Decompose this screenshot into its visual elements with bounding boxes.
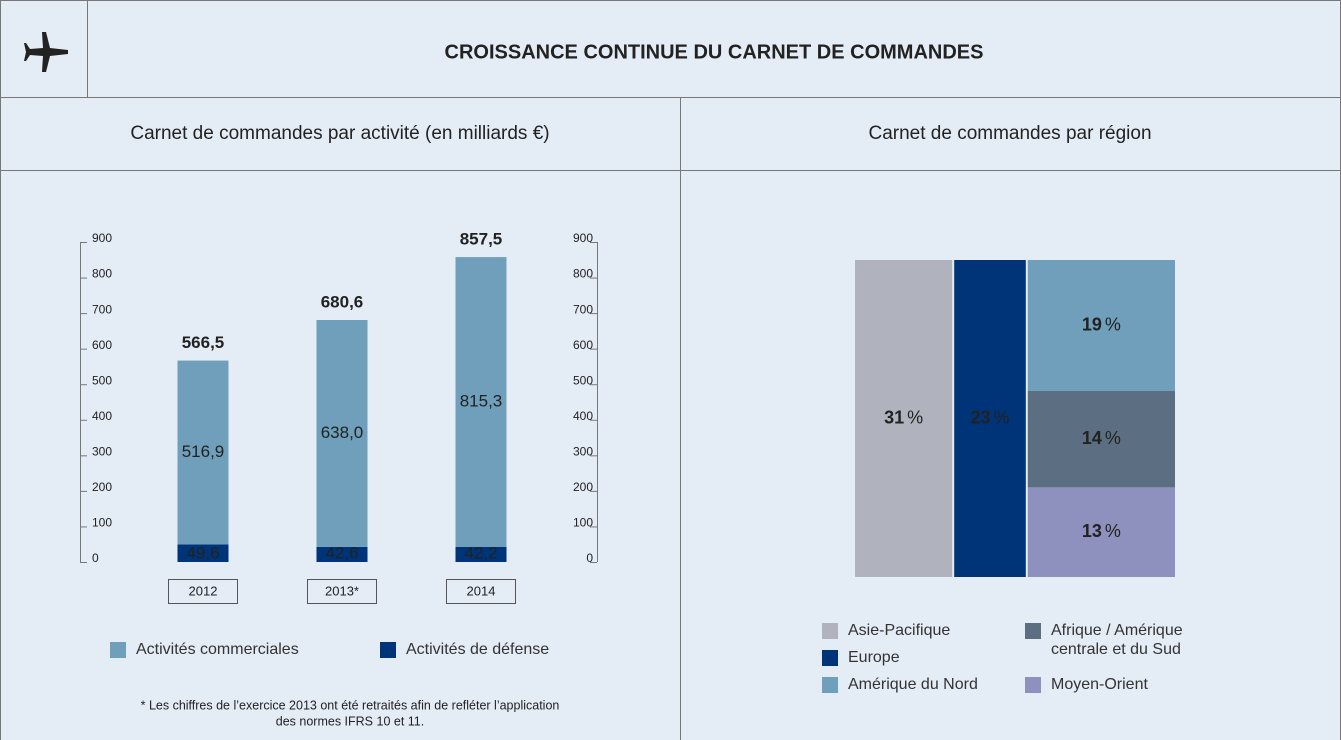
value: 23 [970,407,990,427]
bar-segment [455,257,507,547]
data-label: 815,3 [460,392,503,411]
y2-tick-label: 400 [573,409,593,423]
y-tick-label: 700 [92,302,112,316]
legend-item: Europe [822,648,1023,667]
value: 13 [1082,521,1102,541]
legend-swatch [1025,677,1041,693]
legend-label: Amérique du Nord [848,676,978,693]
legend-label: Asie-Pacifique [848,622,951,639]
chart-title: Carnet de commandes par activité (en mil… [130,123,549,144]
x-tick-label: 2012 [189,583,218,598]
total-label: 566,5 [182,333,225,352]
y2-tick-label: 0 [586,551,593,565]
category-box [168,579,238,604]
data-label: 516,9 [182,442,225,461]
data-label: 42,6 [325,543,358,562]
unit: % [1105,428,1121,448]
y2-tick-label: 100 [573,516,593,530]
y2-tick-label: 300 [573,445,593,459]
legend-item: Amérique du Nord [822,675,1023,694]
legend-label: Afrique / Amérique centrale et du Sud [1051,622,1183,658]
legend-item: Afrique / Amérique centrale et du Sud [1025,621,1226,659]
mosaic-cell [1027,487,1175,577]
value: 31 [884,407,904,427]
value: 14 [1082,428,1102,448]
y-tick-label: 600 [92,338,112,352]
y2-tick-label: 500 [573,373,593,387]
mosaic-cell [1027,390,1175,488]
y2-tick-label: 200 [573,480,593,494]
data-label: 13% [1082,521,1121,541]
data-label: 49,6 [186,543,219,562]
bar-segment [177,360,229,545]
legend-item: Asie-Pacifique [822,621,1023,640]
x-tick-label: 2014 [467,583,496,598]
y-tick-label: 500 [92,373,112,387]
mosaic-cell [1027,260,1175,391]
total-label: 857,5 [460,230,503,249]
legend-item: Moyen-Orient [1025,675,1226,694]
mosaic-cell [855,260,953,577]
y-tick-label: 0 [92,551,99,565]
data-label: 23% [970,407,1009,427]
chart-title: Carnet de commandes par région [868,123,1151,144]
legend-item: Activités de défense [380,640,581,659]
y2-tick-label: 800 [573,267,593,281]
legend-label: Activités de défense [406,641,550,658]
legend-item: Activités commerciales [110,640,311,659]
legend-label: Moyen-Orient [1051,676,1148,693]
y2-tick-label: 900 [573,231,593,245]
y-tick-label: 400 [92,409,112,423]
legend-swatch [1025,623,1041,639]
category-box [446,579,516,604]
data-label: 19% [1082,314,1121,334]
y-tick-label: 800 [92,267,112,281]
footnote: des normes IFRS 10 et 11. [276,714,424,728]
footnote: * Les chiffres de l’exercice 2013 ont ét… [141,698,560,712]
bar-segment [177,544,229,562]
legend-swatch [110,642,126,658]
plane-icon [24,32,68,72]
y2-tick-label: 700 [573,302,593,316]
bar-segment [316,320,368,547]
value: 19 [1082,314,1102,334]
unit: % [1105,521,1121,541]
y-tick-label: 100 [92,516,112,530]
bar-segment [316,546,368,562]
legend-swatch [822,623,838,639]
y-tick-label: 300 [92,445,112,459]
page-title: CROISSANCE CONTINUE DU CARNET DE COMMAND… [445,41,984,63]
data-label: 638,0 [321,423,364,442]
data-label: 14% [1082,428,1121,448]
x-tick-label: 2013* [325,583,359,598]
y2-tick-label: 600 [573,338,593,352]
category-box [307,579,377,604]
data-label: 42,2 [464,543,497,562]
mosaic-cell [954,260,1026,577]
legend-swatch [822,650,838,666]
y-tick-label: 900 [92,231,112,245]
total-label: 680,6 [321,292,364,311]
legend-label: Activités commerciales [136,641,299,658]
unit: % [1105,314,1121,334]
data-label: 31% [884,407,923,427]
bar-segment [455,546,507,562]
legend-swatch [822,677,838,693]
unit: % [907,407,923,427]
y-tick-label: 200 [92,480,112,494]
legend-label: Europe [848,649,900,666]
unit: % [994,407,1010,427]
legend-swatch [380,642,396,658]
